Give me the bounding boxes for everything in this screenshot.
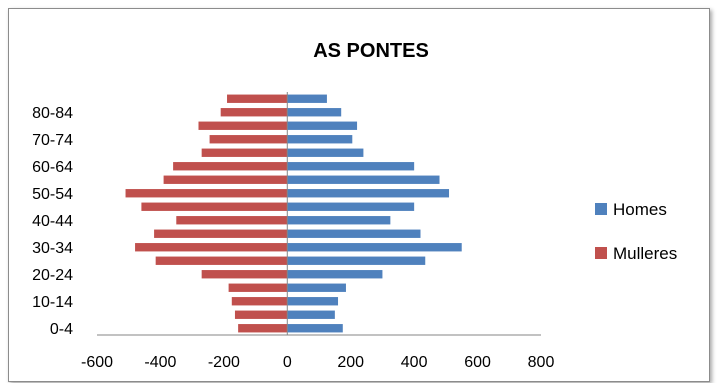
- y-tick-label: 80-84: [32, 105, 73, 122]
- y-tick-label: 40-44: [32, 213, 73, 230]
- bar-homes-60-64: [287, 162, 415, 171]
- population-pyramid-chart: AS PONTES -600 -400 -200 0 200 400 600 800 0-4 10…: [32, 40, 677, 371]
- x-tick-label: -400: [144, 354, 176, 371]
- bar-homes-65-69: [287, 148, 364, 157]
- y-tick-label: 60-64: [32, 159, 73, 176]
- y-tick-label: 10-14: [32, 294, 73, 311]
- y-tick-label: 70-74: [32, 132, 73, 149]
- bar-homes-10-14: [287, 297, 339, 306]
- x-tick-label: 0: [283, 354, 292, 371]
- bar-homes-85+: [287, 94, 327, 103]
- bar-mulleres-45-49: [141, 202, 288, 211]
- x-tick-label: 800: [528, 354, 555, 371]
- legend: Homes Mulleres: [595, 200, 677, 263]
- chart-title: AS PONTES: [313, 40, 429, 62]
- x-tick-label: 600: [464, 354, 491, 371]
- y-tick-label: 0-4: [50, 321, 73, 338]
- bar-homes-40-44: [287, 216, 391, 225]
- y-tick-label: 30-34: [32, 240, 73, 257]
- axes-group: -600 -400 -200 0 200 400 600 800 0-4 10-14 20-24 30…: [32, 92, 554, 371]
- bar-homes-0-4: [287, 324, 343, 333]
- bar-mulleres-25-29: [155, 256, 288, 265]
- bar-mulleres-55-59: [163, 175, 288, 184]
- bar-mulleres-0-4: [238, 324, 288, 333]
- x-tick-label: -200: [208, 354, 240, 371]
- bar-homes-25-29: [287, 256, 426, 265]
- legend-swatch-homes: [595, 203, 607, 215]
- chart-frame: AS PONTES -600 -400 -200 0 200 400 600 800 0-4 10…: [8, 8, 710, 382]
- bar-mulleres-10-14: [231, 297, 288, 306]
- bar-homes-75-79: [287, 121, 358, 130]
- bar-mulleres-50-54: [125, 189, 288, 198]
- bar-mulleres-70-74: [209, 135, 288, 144]
- bars-group: [125, 94, 462, 333]
- bar-homes-30-34: [287, 243, 462, 252]
- bar-homes-20-24: [287, 270, 383, 279]
- x-tick-label: 400: [401, 354, 428, 371]
- bar-homes-70-74: [287, 135, 353, 144]
- legend-label-mulleres: Mulleres: [613, 244, 677, 263]
- bar-mulleres-20-24: [201, 270, 288, 279]
- legend-swatch-mulleres: [595, 247, 607, 259]
- bar-mulleres-30-34: [135, 243, 288, 252]
- bar-homes-45-49: [287, 202, 415, 211]
- bar-homes-80-84: [287, 108, 342, 117]
- bar-mulleres-40-44: [176, 216, 288, 225]
- y-tick-label: 20-24: [32, 267, 73, 284]
- bar-mulleres-15-19: [228, 283, 288, 292]
- bar-mulleres-35-39: [154, 229, 288, 238]
- bar-homes-55-59: [287, 175, 440, 184]
- x-tick-label: -600: [81, 354, 113, 371]
- bar-homes-35-39: [287, 229, 421, 238]
- x-tick-label: 200: [337, 354, 364, 371]
- bar-mulleres-60-64: [173, 162, 288, 171]
- bar-mulleres-85+: [227, 94, 288, 103]
- y-tick-label: 50-54: [32, 186, 73, 203]
- bar-homes-5-9: [287, 310, 335, 319]
- bar-mulleres-80-84: [220, 108, 288, 117]
- bar-mulleres-65-69: [201, 148, 288, 157]
- bar-mulleres-75-79: [198, 121, 288, 130]
- bar-homes-15-19: [287, 283, 346, 292]
- bar-mulleres-5-9: [234, 310, 288, 319]
- bar-homes-50-54: [287, 189, 450, 198]
- legend-label-homes: Homes: [613, 200, 667, 219]
